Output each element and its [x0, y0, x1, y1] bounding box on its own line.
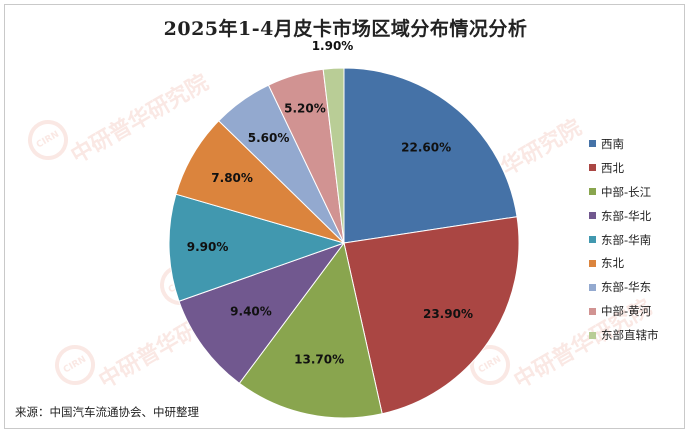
legend-item: 东部-华东: [589, 275, 659, 299]
data-label-5: 9.90%: [187, 240, 229, 254]
data-label-6: 7.80%: [211, 171, 253, 185]
legend-swatch: [589, 307, 596, 315]
legend-item: 中部-长江: [589, 180, 659, 204]
pie-slice-1: [343, 67, 518, 244]
chart-title: 2025年1-4月皮卡市场区域分布情况分析: [163, 18, 528, 40]
pie-slice-3: [238, 241, 383, 419]
legend-swatch: [589, 331, 596, 339]
source-note: 来源：中国汽车流通协会、中研整理: [15, 405, 199, 419]
legend-item: 中部-黄河: [589, 299, 659, 323]
legend-item: 东部-华北: [589, 204, 659, 228]
pie-slice-9: [322, 67, 345, 244]
legend-item: 东部-华南: [589, 228, 659, 252]
chart-legend: 西南西北中部-长江东部-华北东部-华南东北东部-华东中部-黄河东部直辖市: [589, 132, 659, 347]
legend-label: 西南: [601, 136, 624, 151]
legend-swatch: [589, 212, 596, 220]
legend-item: 东北: [589, 251, 659, 275]
legend-item: 东部直辖市: [589, 323, 659, 347]
legend-label: 东部-华南: [601, 232, 652, 247]
data-label-8: 5.20%: [284, 102, 326, 116]
legend-swatch: [589, 140, 596, 148]
data-label-1: 22.60%: [401, 140, 451, 154]
pie-slice-2: [343, 216, 520, 415]
legend-label: 东部-华北: [601, 208, 652, 223]
legend-swatch: [589, 188, 596, 196]
data-label-2: 23.90%: [423, 307, 473, 321]
legend-label: 中部-黄河: [601, 304, 652, 319]
legend-label: 东部-华东: [601, 280, 652, 295]
legend-swatch: [589, 236, 596, 243]
legend-swatch: [589, 259, 596, 267]
legend-label: 中部-长江: [601, 184, 652, 199]
data-label-7: 5.60%: [248, 131, 290, 145]
pie-slice-5: [168, 193, 346, 302]
data-label-9: 1.90%: [312, 39, 354, 53]
legend-swatch: [589, 164, 596, 172]
legend-item: 西北: [589, 156, 659, 180]
legend-swatch: [589, 283, 596, 291]
pie-slice-4: [178, 241, 346, 384]
data-label-4: 9.40%: [230, 304, 272, 318]
legend-label: 东部直辖市: [601, 328, 659, 343]
legend-label: 西北: [601, 160, 624, 175]
data-label-3: 13.70%: [294, 352, 344, 366]
legend-item: 西南: [589, 132, 659, 156]
legend-label: 东北: [601, 256, 624, 271]
